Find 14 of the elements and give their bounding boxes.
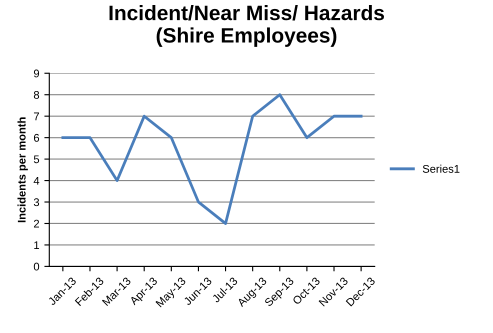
line-series <box>61 93 363 225</box>
y-tick-label: 8 <box>34 90 40 99</box>
y-tick-label: 1 <box>34 241 40 249</box>
y-axis-title: Incidents per month <box>17 117 28 222</box>
y-tick-label: 2 <box>34 220 40 228</box>
legend-label: Series1 <box>422 164 460 173</box>
y-tick-label: 6 <box>34 134 40 142</box>
y-tick-label: 0 <box>34 262 40 271</box>
y-tick-label: 5 <box>34 155 40 164</box>
y-tick-label: 7 <box>34 112 40 120</box>
y-tick-label: 3 <box>34 198 40 206</box>
y-tick-label: 9 <box>34 70 40 78</box>
chart-title: Incident/Near Miss/ Hazards (Shire Employees) <box>110 4 384 47</box>
y-tick-label: 4 <box>34 176 40 185</box>
